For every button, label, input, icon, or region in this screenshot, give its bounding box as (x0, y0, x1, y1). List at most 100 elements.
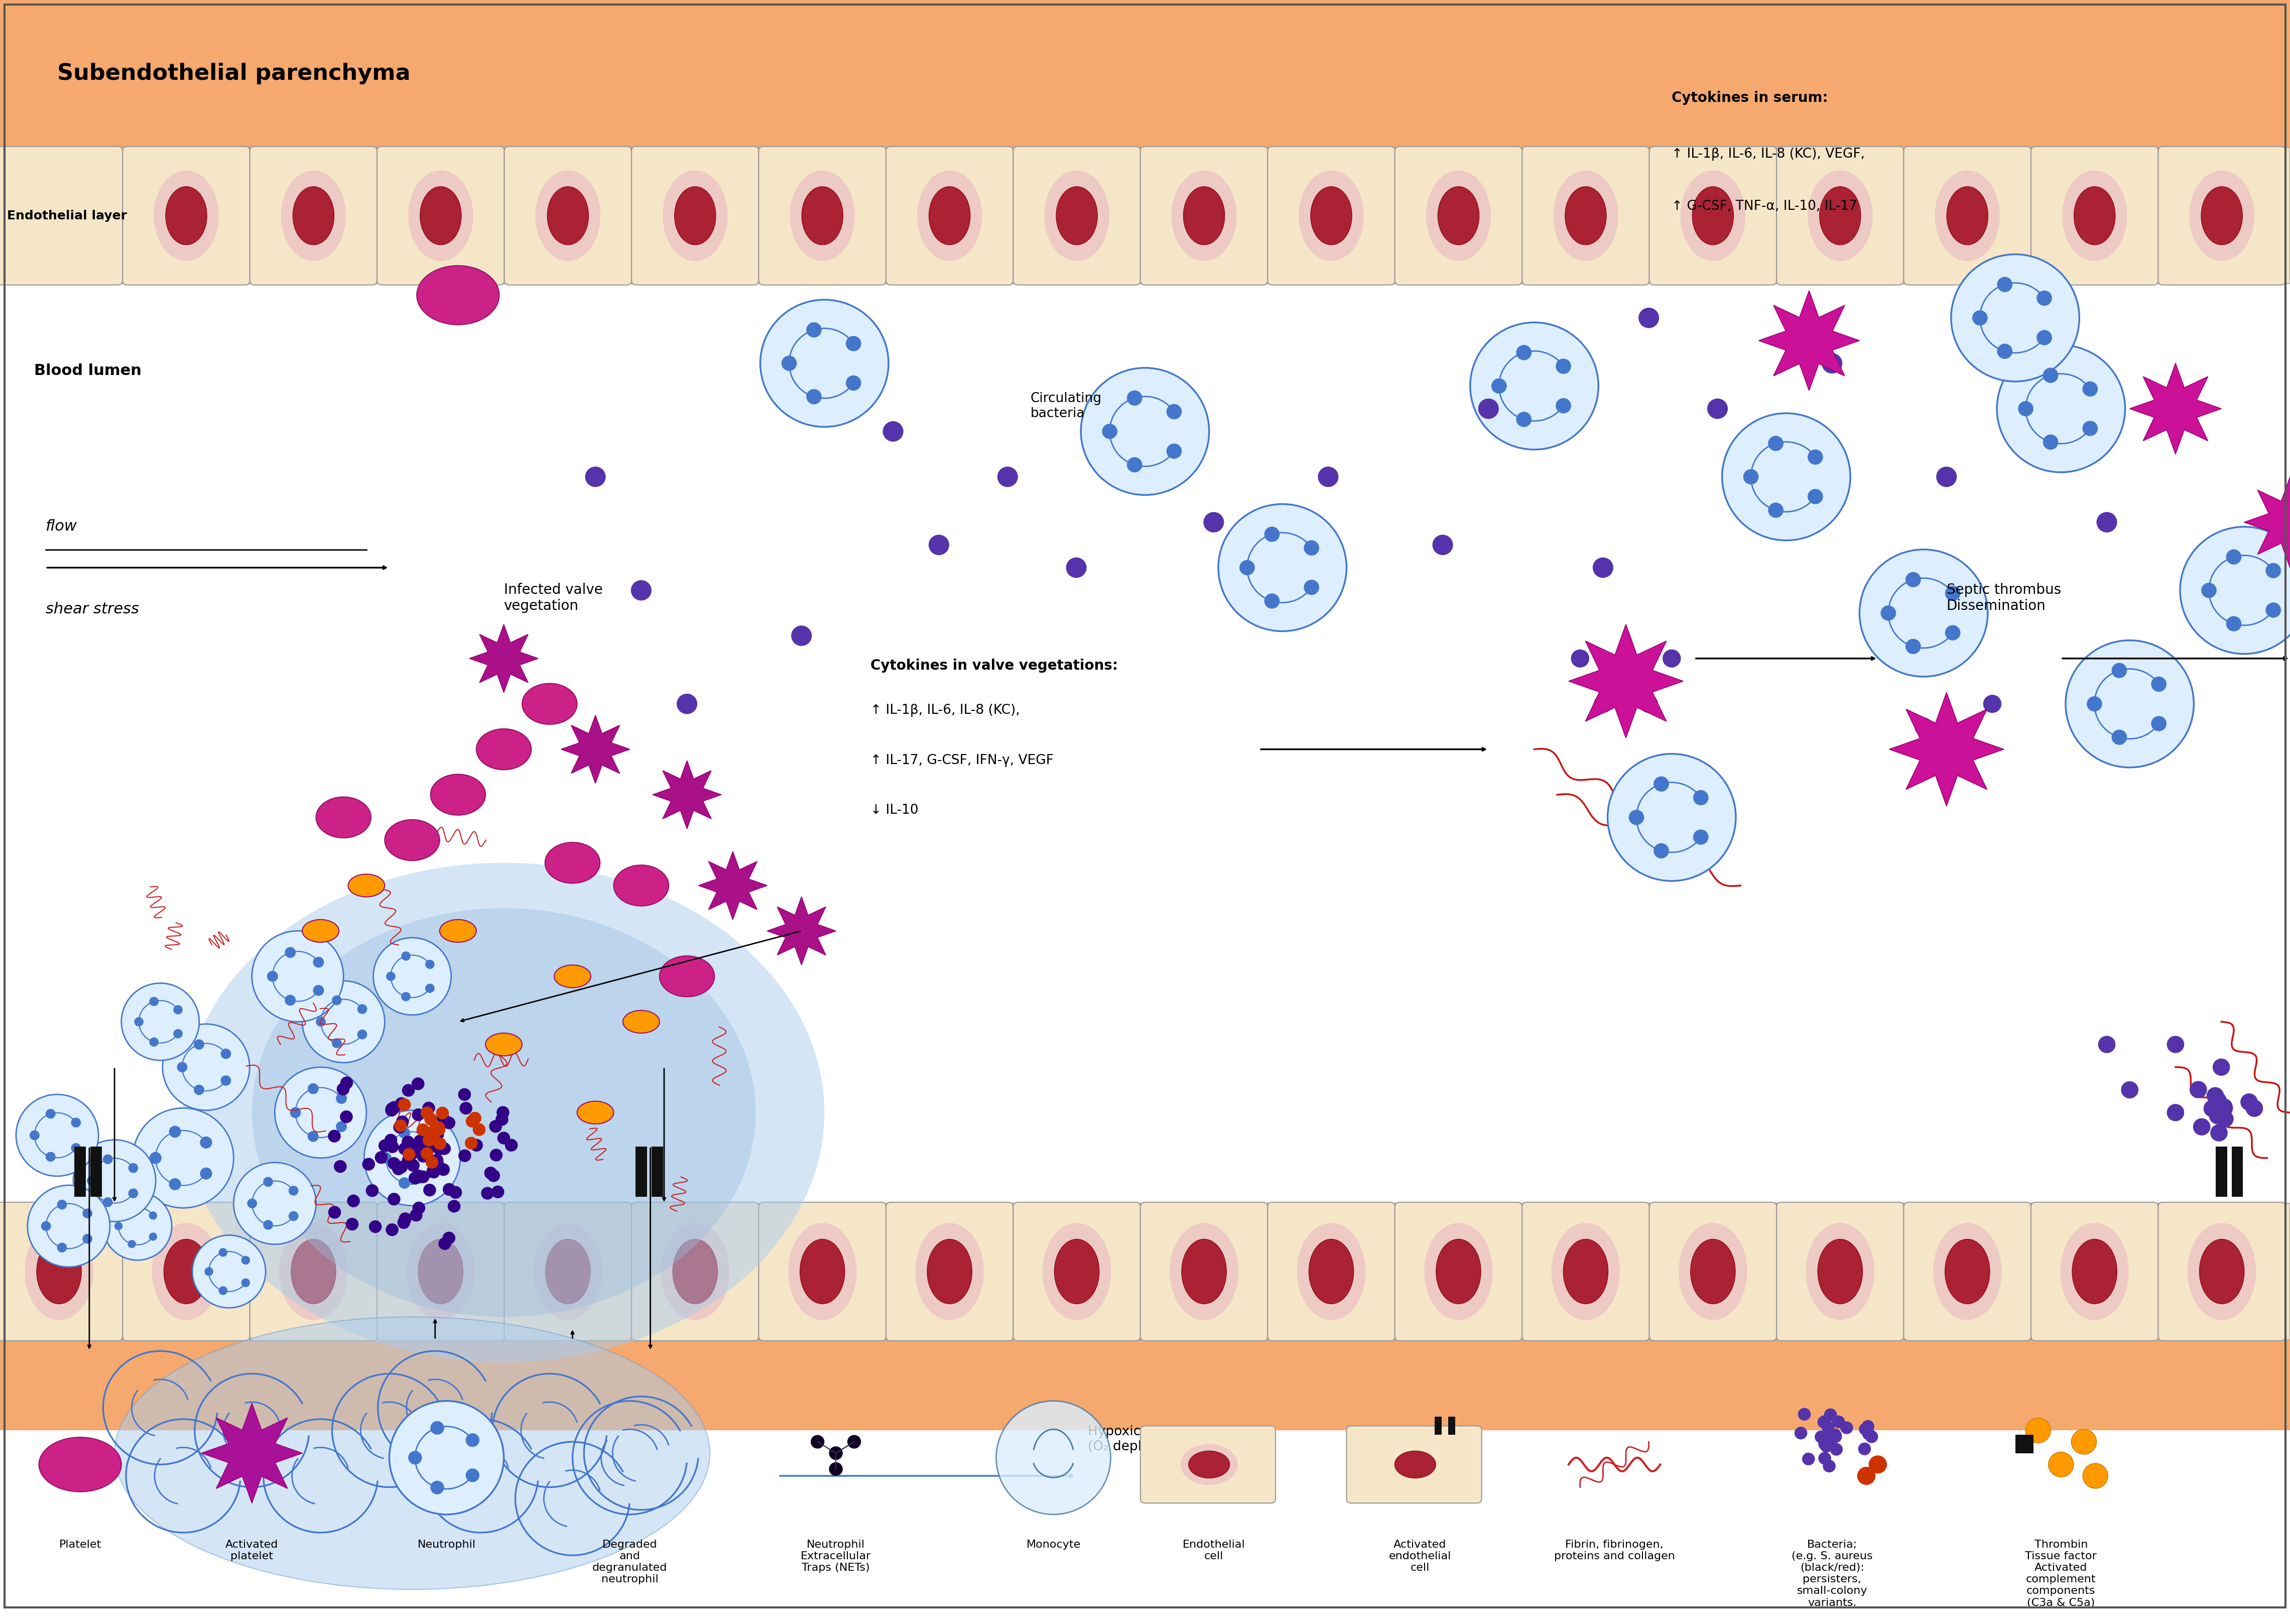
FancyBboxPatch shape (632, 1202, 758, 1341)
Circle shape (373, 937, 451, 1015)
FancyBboxPatch shape (1347, 1426, 1482, 1504)
FancyBboxPatch shape (124, 146, 250, 284)
Circle shape (1640, 307, 1658, 328)
Circle shape (369, 1220, 382, 1233)
Circle shape (252, 931, 343, 1021)
Circle shape (2226, 615, 2242, 632)
Circle shape (1081, 367, 1209, 495)
Circle shape (394, 1119, 408, 1132)
FancyBboxPatch shape (1777, 146, 1903, 284)
Circle shape (387, 1101, 401, 1114)
Circle shape (1825, 1437, 1837, 1449)
Circle shape (314, 986, 323, 996)
Circle shape (421, 1106, 433, 1119)
Ellipse shape (545, 1239, 591, 1304)
FancyBboxPatch shape (2157, 146, 2285, 284)
Bar (634, 1147, 646, 1197)
Circle shape (376, 1151, 387, 1164)
Circle shape (410, 1208, 424, 1221)
Circle shape (497, 1132, 511, 1145)
Circle shape (437, 1142, 451, 1155)
Bar (92, 1147, 101, 1197)
FancyBboxPatch shape (0, 1202, 124, 1341)
Ellipse shape (1692, 187, 1734, 245)
Circle shape (387, 1192, 401, 1205)
Circle shape (424, 1134, 437, 1145)
Circle shape (414, 1135, 426, 1147)
Circle shape (2111, 729, 2127, 745)
Ellipse shape (1933, 1223, 2001, 1320)
Circle shape (1166, 404, 1182, 419)
Circle shape (458, 1088, 472, 1101)
Circle shape (1823, 352, 1843, 374)
Circle shape (128, 1239, 135, 1249)
Circle shape (247, 1199, 256, 1208)
Circle shape (1065, 557, 1085, 578)
Ellipse shape (408, 171, 474, 261)
Circle shape (1821, 1440, 1832, 1452)
Circle shape (1905, 572, 1921, 588)
Circle shape (2082, 382, 2098, 396)
Ellipse shape (788, 1223, 856, 1320)
Ellipse shape (1553, 171, 1619, 261)
Circle shape (403, 1142, 414, 1155)
Circle shape (392, 1163, 405, 1176)
Circle shape (327, 1207, 341, 1218)
Circle shape (1944, 625, 1960, 640)
FancyBboxPatch shape (378, 146, 504, 284)
Circle shape (403, 1148, 414, 1161)
Circle shape (845, 336, 861, 351)
Ellipse shape (927, 1239, 971, 1304)
Circle shape (2210, 1108, 2226, 1124)
Circle shape (1303, 541, 1319, 555)
FancyBboxPatch shape (0, 148, 2290, 284)
Polygon shape (698, 851, 767, 919)
Circle shape (421, 1101, 435, 1114)
Ellipse shape (151, 1223, 220, 1320)
Circle shape (428, 1137, 440, 1148)
Circle shape (1303, 580, 1319, 594)
Circle shape (195, 1039, 204, 1049)
Circle shape (46, 1151, 55, 1161)
Circle shape (337, 1093, 346, 1104)
Circle shape (220, 1049, 231, 1059)
Text: Thrombin
Tissue factor
Activated
complement
components
(C3a & C5a): Thrombin Tissue factor Activated complem… (2024, 1540, 2098, 1608)
Circle shape (1608, 754, 1736, 880)
Ellipse shape (440, 919, 476, 942)
Circle shape (149, 997, 158, 1007)
Circle shape (82, 1208, 92, 1218)
Circle shape (483, 1166, 497, 1179)
Polygon shape (1889, 692, 2004, 806)
Circle shape (412, 1077, 424, 1090)
Text: Activated
platelet: Activated platelet (224, 1540, 279, 1561)
Circle shape (431, 1129, 444, 1140)
Circle shape (1823, 1460, 1837, 1473)
Polygon shape (767, 896, 836, 965)
Circle shape (435, 1106, 449, 1119)
Ellipse shape (282, 171, 346, 261)
Circle shape (385, 1104, 398, 1117)
Circle shape (362, 1158, 376, 1171)
Circle shape (385, 1223, 398, 1236)
Bar (1434, 1416, 1443, 1436)
Ellipse shape (790, 171, 854, 261)
Circle shape (1972, 310, 1988, 325)
Circle shape (176, 1062, 188, 1072)
Circle shape (133, 1108, 234, 1208)
FancyBboxPatch shape (0, 146, 124, 284)
Circle shape (2194, 1119, 2210, 1135)
Text: Blood lumen: Blood lumen (34, 364, 142, 378)
Ellipse shape (316, 797, 371, 838)
Circle shape (428, 1168, 440, 1179)
Ellipse shape (916, 171, 982, 261)
Circle shape (1491, 378, 1507, 393)
Text: Monocyte: Monocyte (1026, 1540, 1081, 1549)
Circle shape (220, 1075, 231, 1086)
Circle shape (1663, 650, 1681, 667)
Circle shape (2212, 1059, 2230, 1075)
Ellipse shape (2187, 1223, 2256, 1320)
Circle shape (2150, 677, 2166, 692)
Bar (2015, 1436, 2034, 1453)
Circle shape (2265, 564, 2281, 578)
Ellipse shape (1296, 1223, 1365, 1320)
